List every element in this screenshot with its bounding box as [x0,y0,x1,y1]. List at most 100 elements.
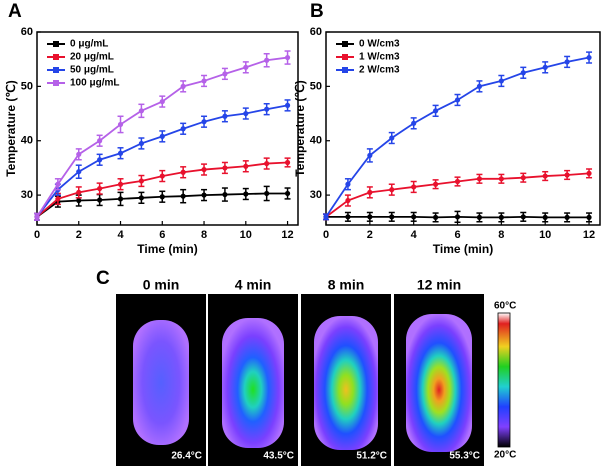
temperature-label: 55.3°C [449,451,480,462]
marker [97,197,103,203]
marker [55,181,61,187]
x-tick-label: 0 [34,229,40,241]
marker [201,192,207,198]
marker [222,191,228,198]
time-label: 8 min [328,277,365,293]
marker [180,83,186,89]
legend-marker [53,41,59,47]
marker [564,59,570,65]
legend-marker [342,67,348,73]
x-tick-label: 2 [76,229,82,241]
marker [243,110,249,117]
x-tick-label: 12 [583,229,595,241]
x-tick-label: 4 [411,229,418,241]
marker [222,165,228,171]
marker [454,97,461,103]
marker [433,108,439,114]
marker [476,214,483,220]
temperature-label: 51.2°C [356,451,387,462]
marker [180,193,186,199]
marker [76,197,82,204]
y-tick-label: 50 [21,80,33,92]
time-label: 4 min [235,277,272,293]
legend-marker [53,80,59,86]
marker [243,163,249,169]
marker [284,190,291,197]
legend-marker [53,67,59,73]
marker [159,194,165,200]
marker [520,214,526,220]
legend-marker [53,54,59,60]
legend-marker [342,54,348,60]
marker [201,119,207,125]
y-tick-label: 60 [310,26,322,38]
legend-label: 2 W/cm3 [359,65,400,76]
x-tick-label: 8 [498,229,504,241]
legend-label: 0 W/cm3 [359,39,400,50]
marker [520,175,526,181]
legend-label: 1 W/cm3 [359,52,400,63]
time-label: 12 min [417,277,461,293]
marker [323,214,329,220]
x-tick-label: 10 [240,229,252,241]
marker [454,178,461,185]
marker [586,214,592,220]
marker [117,121,124,128]
legend-label: 50 μg/mL [70,65,114,76]
marker [201,166,207,173]
plot-frame [36,31,299,226]
marker [159,98,165,105]
marker [222,71,228,77]
marker [243,64,249,70]
x-tick-label: 8 [201,229,207,241]
marker [542,214,548,220]
x-tick-label: 6 [454,229,460,241]
time-label: 0 min [143,277,180,293]
marker [498,214,504,220]
y-tick-label: 60 [21,26,33,38]
temperature-label: 43.5°C [263,451,294,462]
marker [564,214,570,220]
series-line [325,56,590,218]
marker [367,214,373,220]
marker [542,64,548,70]
marker [498,176,504,182]
marker [138,178,144,184]
thermal-image [208,294,298,466]
colorbar-max: 60°C [494,301,516,312]
marker [542,173,548,179]
x-tick-label: 0 [323,229,329,241]
marker [243,191,249,197]
y-tick-label: 50 [310,80,322,92]
y-axis-label: Temperature (℃) [4,80,18,177]
marker [117,196,124,202]
x-tick-label: 12 [281,229,293,241]
thermal-image [116,294,206,466]
marker [97,157,103,163]
marker [367,189,373,195]
y-tick-label: 30 [310,189,322,201]
marker [201,78,207,84]
panel-label: B [310,1,324,22]
marker [345,214,351,220]
marker [222,113,228,119]
legend-label: 20 μg/mL [70,52,114,63]
marker [117,181,124,187]
marker [159,133,165,139]
marker [345,181,351,187]
marker [180,126,186,132]
x-tick-label: 6 [159,229,165,241]
panel-label: A [8,1,22,22]
plot-frame [325,31,601,226]
marker [97,185,103,192]
y-axis-label: Temperature (℃) [293,80,307,177]
marker [389,135,395,141]
marker [520,70,526,76]
y-tick-label: 40 [21,135,33,147]
colorbar [497,312,511,448]
marker [476,176,483,182]
marker [284,54,291,61]
marker [34,214,40,220]
marker [180,169,186,175]
